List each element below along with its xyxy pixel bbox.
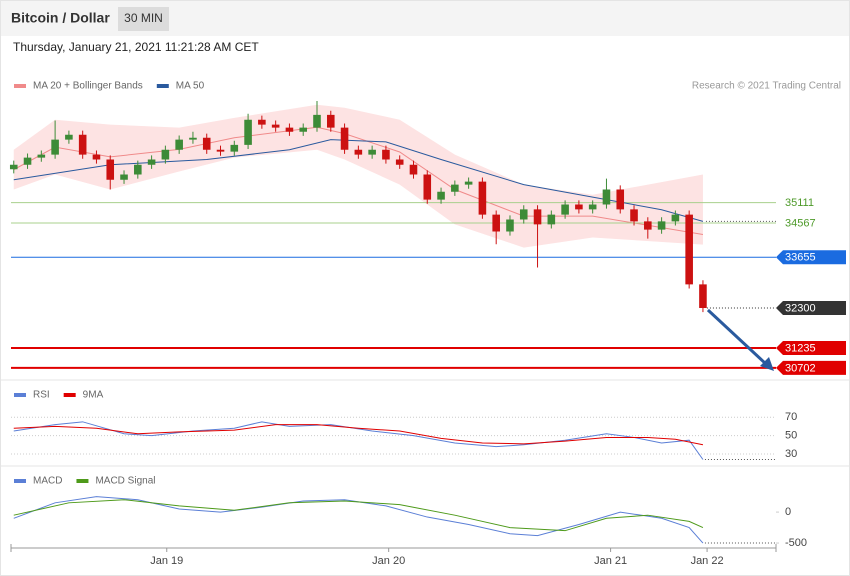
candle-body (671, 214, 680, 222)
candle-body (175, 139, 183, 150)
level-label: 34567 (785, 217, 816, 229)
forecast-arrowhead (760, 357, 774, 371)
candle-body (161, 149, 170, 160)
candle-body (258, 119, 266, 125)
candle-body (9, 164, 18, 170)
y-tick-label: 0 (785, 506, 791, 518)
candle-body (244, 119, 252, 145)
candle-body (134, 164, 142, 175)
level-tag (776, 360, 846, 375)
candle-body (423, 174, 432, 200)
candle-body (644, 221, 652, 230)
candle-body (271, 124, 280, 128)
legend-swatch (76, 479, 89, 483)
legend-swatch (156, 84, 169, 88)
legend-label: MA 20 + Bollinger Bands (33, 81, 143, 92)
candle-body (395, 159, 404, 165)
candle-body (478, 181, 487, 215)
candle-body (326, 114, 335, 128)
bollinger-band (13, 104, 703, 248)
candle-body (106, 159, 115, 180)
level-label: 30702 (785, 362, 816, 374)
candle-body (230, 144, 239, 152)
level-label: 32300 (785, 302, 816, 314)
candle-body (575, 204, 583, 210)
y-tick-label: 50 (785, 430, 797, 442)
candle-body (120, 174, 128, 180)
level-tag (776, 250, 846, 265)
candle-body (285, 127, 294, 132)
candle-body (685, 214, 693, 285)
legend-label: MACD (33, 476, 62, 487)
title: Bitcoin / Dollar (11, 10, 110, 26)
candle-body (616, 189, 625, 210)
candle-body (519, 209, 528, 220)
legend-swatch (14, 84, 26, 88)
candle-body (699, 284, 707, 308)
interval-label[interactable]: 30 MIN (124, 11, 163, 25)
candle-body (437, 191, 445, 200)
legend-label: 9MA (83, 390, 104, 401)
candle-body (313, 114, 321, 128)
series-line (13, 424, 704, 446)
candle-body (23, 157, 32, 165)
legend-swatch (63, 393, 76, 397)
y-tick-label: -500 (785, 537, 807, 549)
candle-body (506, 219, 514, 232)
timestamp: Thursday, January 21, 2021 11:21:28 AM C… (13, 40, 259, 54)
legend-swatch (14, 393, 26, 397)
level-tag (776, 340, 846, 355)
x-tick-label: Jan 19 (150, 555, 183, 567)
legend-label: RSI (33, 390, 50, 401)
candle-body (464, 181, 473, 185)
candle-body (409, 164, 418, 175)
candle-body (382, 149, 390, 160)
y-tick-label: 70 (785, 411, 797, 423)
candle-body (368, 149, 376, 155)
candle-body (533, 209, 542, 225)
forecast-arrow (706, 308, 768, 366)
candle-body (189, 137, 197, 140)
legend-label: MACD Signal (95, 476, 155, 487)
candle-body (51, 139, 59, 155)
candle-body (561, 204, 569, 215)
y-tick-label: 30 (785, 448, 797, 460)
candle-body (216, 149, 225, 152)
candle-body (340, 127, 349, 150)
source: Research © 2021 Trading Central (692, 81, 841, 92)
level-label: 33655 (785, 252, 816, 264)
candle-body (37, 154, 46, 158)
candle-body (92, 154, 101, 160)
series-line (13, 421, 704, 460)
candle-body (65, 134, 73, 140)
candle-body (630, 209, 638, 222)
candle-body (657, 221, 666, 230)
candle-body (492, 214, 500, 232)
candle-body (588, 204, 597, 210)
candle-body (354, 149, 363, 155)
level-label: 35111 (785, 197, 814, 209)
level-tag (776, 301, 846, 315)
candle-body (602, 189, 611, 205)
x-tick-label: Jan 21 (594, 555, 627, 567)
series-line (13, 496, 704, 544)
x-tick-label: Jan 22 (691, 555, 724, 567)
candle-body (202, 137, 211, 150)
legend-swatch (14, 479, 26, 483)
series-line (13, 499, 704, 532)
candle-body (451, 184, 459, 192)
ma50-line (13, 139, 704, 222)
candle-body (299, 127, 308, 132)
candle-body (147, 159, 156, 165)
candle-body (78, 134, 87, 155)
candle-body (547, 214, 556, 225)
legend-label: MA 50 (176, 81, 205, 92)
interval-button[interactable] (118, 7, 169, 31)
level-label: 31235 (785, 342, 816, 354)
x-tick-label: Jan 20 (372, 555, 405, 567)
